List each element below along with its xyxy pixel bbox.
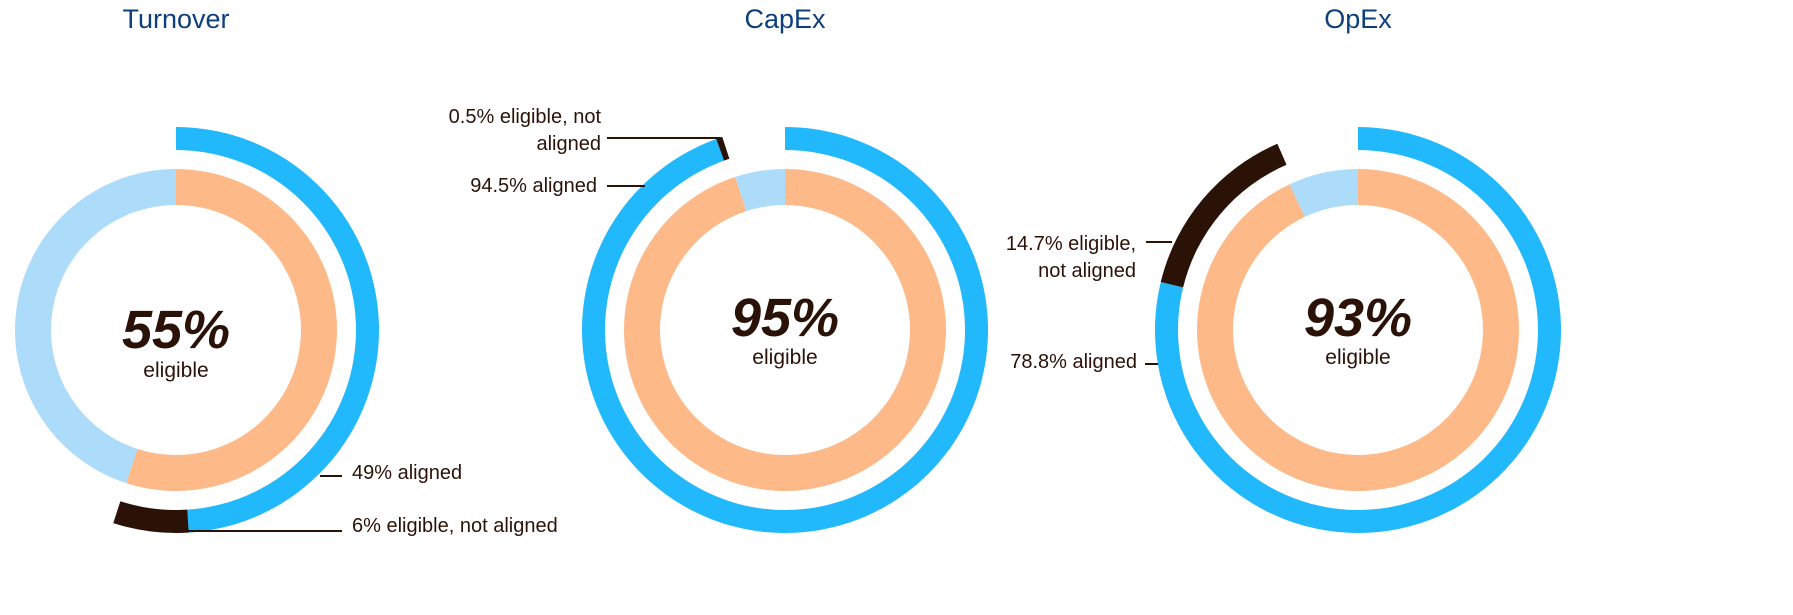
center-value: 55% xyxy=(121,300,231,360)
outer-segment xyxy=(113,501,189,533)
segment-label: 14.7% eligible, not aligned xyxy=(1005,233,1136,282)
center-label: eligible xyxy=(1325,346,1391,369)
segment-label: 78.8% aligned xyxy=(1010,351,1137,373)
chart-title: Turnover xyxy=(122,4,230,34)
center-label: eligible xyxy=(143,359,209,382)
leader-line xyxy=(607,137,725,151)
segment-label: 49% aligned xyxy=(352,462,463,484)
chart-title: OpEx xyxy=(1324,4,1392,34)
center-value: 93% xyxy=(1303,288,1413,348)
segment-label: 94.5% aligned xyxy=(470,175,597,197)
inner-segment xyxy=(735,169,785,212)
center-label: eligible xyxy=(752,346,818,369)
inner-segment xyxy=(1289,169,1358,217)
inner-segment xyxy=(14,169,177,484)
chart-title: CapEx xyxy=(744,4,826,34)
segment-label: 6% eligible, not aligned xyxy=(352,515,558,537)
outer-segment xyxy=(176,127,379,533)
outer-segment xyxy=(1160,143,1287,288)
segment-label: 0.5% eligible, not aligned xyxy=(448,106,601,155)
center-value: 95% xyxy=(730,288,840,348)
inner-segment xyxy=(126,169,337,491)
